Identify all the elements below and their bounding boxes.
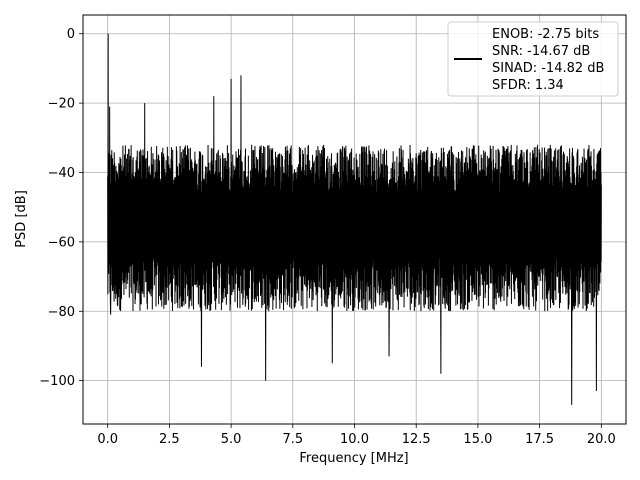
x-tick-label: 2.5 <box>159 432 180 447</box>
psd-series-line <box>107 33 602 405</box>
x-tick-label: 0.0 <box>97 432 118 447</box>
x-tick-label: 17.5 <box>525 432 554 447</box>
x-tick-label: 5.0 <box>221 432 242 447</box>
legend-entry-enob: ENOB: -2.75 bits <box>492 27 599 42</box>
series-layer <box>107 33 602 405</box>
x-tick-label: 15.0 <box>463 432 492 447</box>
y-axis-label: PSD [dB] <box>14 190 29 248</box>
x-tick-label: 20.0 <box>587 432 616 447</box>
x-axis-label: Frequency [MHz] <box>299 451 408 466</box>
legend-entry-sfdr: SFDR: 1.34 <box>492 78 564 93</box>
y-axis-ticks: 0 −20 −40 −60 −80 −100 <box>39 27 83 389</box>
legend-box <box>447 21 619 97</box>
y-tick-label: −60 <box>48 235 75 250</box>
legend-entry-sinad: SINAD: -14.82 dB <box>492 61 604 76</box>
legend: ENOB: -2.75 bits SNR: -14.67 dB SINAD: -… <box>447 21 619 97</box>
legend-entry-snr: SNR: -14.67 dB <box>492 44 590 59</box>
x-tick-label: 12.5 <box>402 432 431 447</box>
y-tick-label: 0 <box>67 27 75 42</box>
y-tick-label: −100 <box>39 374 75 389</box>
y-tick-label: −40 <box>48 166 75 181</box>
x-tick-label: 10.0 <box>340 432 369 447</box>
y-tick-label: −80 <box>48 305 75 320</box>
y-tick-label: −20 <box>48 97 75 112</box>
x-tick-label: 7.5 <box>282 432 303 447</box>
x-axis-ticks: 0.0 2.5 5.0 7.5 10.0 12.5 15.0 17.5 20.0 <box>97 424 616 447</box>
